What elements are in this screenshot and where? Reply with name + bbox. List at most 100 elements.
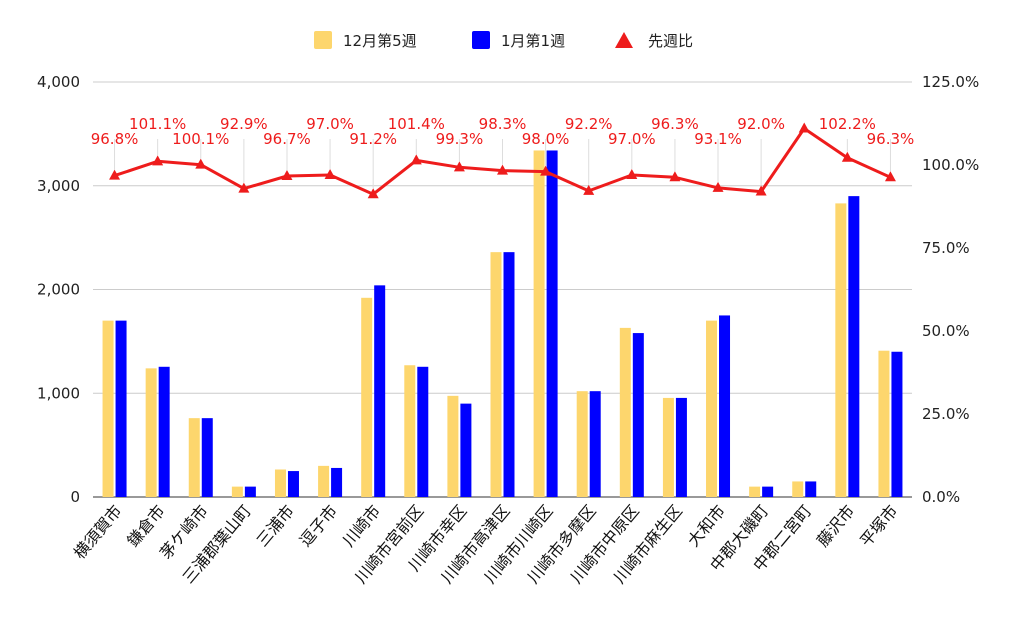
category-labels: 横須賀市鎌倉市茅ケ崎市三浦郡葉山町三浦市逗子市川崎市川崎市宮前区川崎市幸区川崎市… — [70, 501, 902, 587]
category-label: 横須賀市 — [70, 501, 126, 562]
left-tick-label: 3,000 — [37, 177, 80, 195]
bar-12月第5週 — [361, 297, 373, 497]
line-marker — [755, 185, 767, 196]
line-marker — [884, 171, 896, 182]
line-marker — [841, 151, 853, 162]
bar-12月第5週 — [662, 397, 674, 497]
left-axis-ticks: 0 1,000 2,000 3,000 4,000 — [37, 73, 80, 506]
bar-12月第5週 — [835, 203, 847, 497]
bar-1月第1週 — [201, 418, 213, 497]
bar-1月第1週 — [762, 486, 774, 497]
right-tick-label: 0.0% — [922, 488, 960, 506]
category-label: 三浦市 — [253, 501, 298, 550]
data-label: 102.2% — [819, 115, 876, 133]
data-label: 99.3% — [436, 130, 484, 148]
data-label: 96.8% — [91, 130, 139, 148]
data-label: 100.1% — [172, 130, 229, 148]
bar-12月第5週 — [231, 486, 243, 497]
bar-1月第1週 — [848, 196, 860, 497]
line-marker — [410, 154, 422, 165]
left-tick-label: 4,000 — [37, 73, 80, 91]
line-marker — [712, 181, 724, 192]
bar-12月第5週 — [447, 395, 459, 497]
legend-item-先週比: 先週比 — [615, 32, 693, 50]
data-label: 96.3% — [651, 115, 699, 133]
legend-label: 1月第1週 — [501, 32, 565, 50]
bar-12月第5週 — [274, 469, 286, 497]
left-tick-label: 0 — [70, 488, 80, 506]
bar-1月第1週 — [244, 486, 256, 497]
bar-12月第5週 — [102, 320, 114, 497]
data-label: 101.4% — [388, 115, 445, 133]
right-tick-label: 50.0% — [922, 322, 970, 340]
bar-1月第1週 — [287, 471, 299, 497]
line-marker — [281, 169, 293, 180]
bar-1月第1週 — [115, 320, 127, 497]
right-tick-label: 25.0% — [922, 405, 970, 423]
line-marker — [583, 184, 595, 195]
right-tick-label: 75.0% — [922, 239, 970, 257]
bar-1月第1週 — [374, 285, 386, 497]
bar-12月第5週 — [188, 418, 200, 497]
line-marker — [453, 161, 465, 172]
legend-label: 先週比 — [648, 32, 693, 50]
bar-12月第5週 — [490, 252, 502, 497]
data-label: 98.0% — [522, 130, 570, 148]
bar-12月第5週 — [878, 350, 890, 497]
bars — [102, 150, 903, 497]
line-marker — [497, 164, 508, 175]
bar-1月第1週 — [632, 333, 644, 497]
legend-swatch — [472, 31, 490, 49]
bar-12月第5週 — [706, 320, 718, 497]
bar-12月第5週 — [619, 327, 631, 497]
category-label: 藤沢市 — [813, 501, 858, 550]
data-label: 98.3% — [479, 115, 527, 133]
bar-1月第1週 — [417, 366, 429, 497]
right-tick-label: 100.0% — [922, 156, 979, 174]
line-marker — [540, 165, 552, 176]
category-label: 逗子市 — [296, 501, 341, 550]
gridlines — [93, 81, 912, 498]
bar-12月第5週 — [318, 465, 330, 497]
bar-1月第1週 — [589, 391, 601, 497]
right-axis-ticks: 0.0% 25.0% 50.0% 75.0% 100.0% 125.0% — [922, 73, 979, 506]
data-label: 92.0% — [737, 115, 785, 133]
line-marker — [195, 158, 207, 169]
line-marker — [798, 122, 810, 133]
line-marker — [626, 168, 638, 179]
data-label: 92.2% — [565, 115, 613, 133]
data-label: 97.0% — [608, 130, 656, 148]
line-marker — [152, 155, 164, 166]
bar-12月第5週 — [404, 365, 416, 497]
bar-1月第1週 — [460, 403, 472, 497]
data-label: 91.2% — [349, 130, 397, 148]
bar-1月第1週 — [503, 252, 515, 497]
legend-item-1月第1週: 1月第1週 — [472, 31, 565, 50]
legend-marker — [615, 32, 633, 48]
bar-12月第5週 — [533, 150, 545, 497]
legend: 12月第5週 1月第1週 先週比 — [314, 31, 693, 50]
line-series: 96.8%101.1%100.1%92.9%96.7%97.0%91.2%101… — [91, 115, 915, 199]
right-tick-label: 125.0% — [922, 73, 979, 91]
data-label: 101.1% — [129, 115, 186, 133]
line-marker — [109, 169, 121, 180]
left-tick-label: 2,000 — [37, 281, 80, 299]
bar-1月第1週 — [719, 315, 731, 497]
bar-1月第1週 — [331, 467, 343, 497]
line-marker — [367, 188, 379, 199]
bar-12月第5週 — [576, 391, 588, 497]
bar-1月第1週 — [675, 397, 687, 497]
legend-swatch — [314, 31, 332, 49]
bar-1月第1週 — [158, 366, 170, 497]
line-marker — [238, 182, 250, 193]
category-label: 平塚市 — [856, 501, 901, 550]
bar-1月第1週 — [891, 351, 903, 497]
data-label: 93.1% — [694, 130, 742, 148]
bar-12月第5週 — [749, 486, 761, 497]
bar-12月第5週 — [792, 481, 804, 497]
data-label: 96.3% — [867, 130, 915, 148]
data-label: 92.9% — [220, 115, 268, 133]
bar-12月第5週 — [145, 368, 157, 497]
legend-label: 12月第5週 — [343, 32, 417, 50]
